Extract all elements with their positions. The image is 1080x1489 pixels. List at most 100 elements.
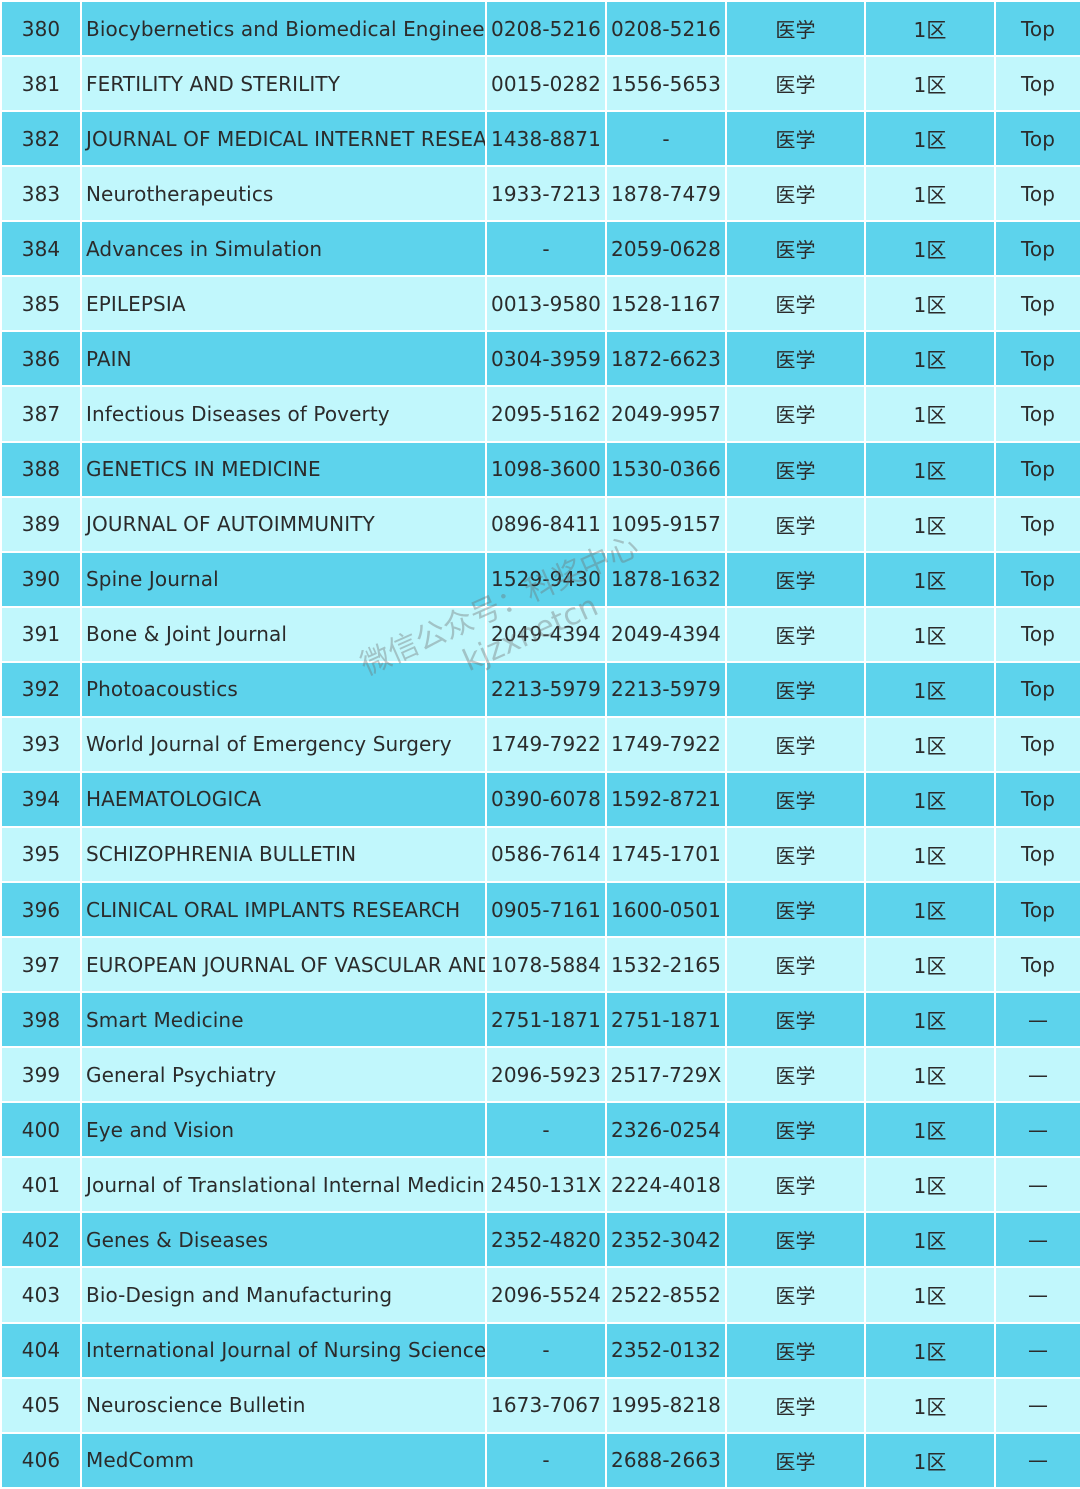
category-cell: 医学 (725, 0, 866, 58)
table-row: 406 MedComm -2688-2663 医学 1区 — (0, 1431, 1080, 1489)
eissn-cell: 1745-1701 (605, 825, 727, 884)
top-flag-cell: Top (994, 110, 1080, 168)
eissn-cell: 1749-7922 (605, 715, 727, 773)
category-cell: 医学 (725, 605, 866, 663)
eissn-cell: 2751-1871 (605, 991, 727, 1049)
issn-cell: 1098-3600 (485, 440, 607, 498)
eissn-cell: 1600-0501 (605, 880, 727, 939)
zone-cell: 1区 (864, 1321, 996, 1379)
issn-cell: 0013-9580 (485, 275, 607, 333)
category-cell: 医学 (725, 880, 866, 939)
table-row: 392 Photoacoustics 2213-5979 2213-5979 医学 1区 T… (0, 660, 1080, 718)
journal-name-cell: CLINICAL ORAL IMPLANTS RESEARCH (80, 880, 487, 939)
row-number-cell: 389 (0, 495, 82, 553)
zone-cell: 1区 (864, 770, 996, 828)
top-flag-cell: Top (994, 385, 1080, 443)
journal-name-cell: General Psychiatry (80, 1046, 487, 1104)
category-cell: 医学 (725, 330, 866, 388)
zone-cell: 1区 (864, 385, 996, 443)
row-number-cell: 406 (0, 1431, 82, 1489)
issn-cell: 2450-131X (485, 1156, 607, 1214)
top-flag-cell: Top (994, 825, 1080, 884)
table-row: 380 Biocybernetics and Biomedical Enginee… (0, 0, 1080, 58)
eissn-cell: 1995-8218 (605, 1376, 727, 1434)
table-row: 394 HAEMATOLOGICA 0390-6078 1592-8721 医学 1区 To… (0, 770, 1080, 828)
eissn-cell: 1878-1632 (605, 550, 727, 608)
category-cell: 医学 (725, 991, 866, 1049)
row-number-cell: 388 (0, 440, 82, 498)
journal-name-cell: Bone & Joint Journal (80, 605, 487, 663)
issn-cell: - (485, 1321, 607, 1379)
row-number-cell: 403 (0, 1266, 82, 1324)
issn-cell: - (485, 1101, 607, 1159)
category-cell: 医学 (725, 825, 866, 884)
table-row: 403 Bio-Design and Manufacturing 2096-5524… (0, 1266, 1080, 1324)
issn-cell: - (485, 220, 607, 278)
top-flag-cell: Top (994, 330, 1080, 388)
table-row: 383 Neurotherapeutics 1933-7213 1878-7479 医学… (0, 165, 1080, 223)
table-row: 381 FERTILITY AND STERILITY 0015-0282 1556-… (0, 55, 1080, 113)
zone-cell: 1区 (864, 660, 996, 718)
journal-name-cell: FERTILITY AND STERILITY (80, 55, 487, 113)
eissn-cell: 2213-5979 (605, 660, 727, 718)
row-number-cell: 397 (0, 936, 82, 994)
top-flag-cell: Top (994, 936, 1080, 994)
top-flag-cell: Top (994, 220, 1080, 278)
zone-cell: 1区 (864, 605, 996, 663)
top-flag-cell: — (994, 991, 1080, 1049)
table-row: 382 JOURNAL OF MEDICAL INTERNET RESEARCH 1… (0, 110, 1080, 168)
table-row: 404 International Journal of Nursing Scie… (0, 1321, 1080, 1379)
top-flag-cell: Top (994, 605, 1080, 663)
eissn-cell: 2352-0132 (605, 1321, 727, 1379)
category-cell: 医学 (725, 110, 866, 168)
journal-name-cell: HAEMATOLOGICA (80, 770, 487, 828)
journal-name-cell: SCHIZOPHRENIA BULLETIN (80, 825, 487, 884)
row-number-cell: 393 (0, 715, 82, 773)
eissn-cell: 2049-4394 (605, 605, 727, 663)
category-cell: 医学 (725, 495, 866, 553)
zone-cell: 1区 (864, 991, 996, 1049)
table-row: 385 EPILEPSIA 0013-9580 1528-1167 医学 1区 Top (0, 275, 1080, 333)
row-number-cell: 402 (0, 1211, 82, 1269)
eissn-cell: 2059-0628 (605, 220, 727, 278)
category-cell: 医学 (725, 385, 866, 443)
category-cell: 医学 (725, 440, 866, 498)
eissn-cell: 1532-2165 (605, 936, 727, 994)
category-cell: 医学 (725, 1266, 866, 1324)
zone-cell: 1区 (864, 1431, 996, 1489)
top-flag-cell: Top (994, 880, 1080, 939)
issn-cell: 1933-7213 (485, 165, 607, 223)
top-flag-cell: — (994, 1431, 1080, 1489)
journal-name-cell: Neuroscience Bulletin (80, 1376, 487, 1434)
journal-name-cell: International Journal of Nursing Science… (80, 1321, 487, 1379)
table-row: 402 Genes & Diseases 2352-4820 2352-3042 医学 1… (0, 1211, 1080, 1269)
zone-cell: 1区 (864, 1156, 996, 1214)
row-number-cell: 381 (0, 55, 82, 113)
journal-name-cell: MedComm (80, 1431, 487, 1489)
issn-cell: 0390-6078 (485, 770, 607, 828)
top-flag-cell: Top (994, 275, 1080, 333)
eissn-cell: 1528-1167 (605, 275, 727, 333)
eissn-cell: 1878-7479 (605, 165, 727, 223)
top-flag-cell: Top (994, 55, 1080, 113)
zone-cell: 1区 (864, 825, 996, 884)
issn-cell: 1673-7067 (485, 1376, 607, 1434)
table-row: 400 Eye and Vision -2326-0254 医学 1区 — (0, 1101, 1080, 1159)
issn-cell: 1749-7922 (485, 715, 607, 773)
row-number-cell: 380 (0, 0, 82, 58)
eissn-cell: 2224-4018 (605, 1156, 727, 1214)
category-cell: 医学 (725, 550, 866, 608)
top-flag-cell: — (994, 1046, 1080, 1104)
top-flag-cell: Top (994, 495, 1080, 553)
journal-name-cell: Spine Journal (80, 550, 487, 608)
table-row: 386 PAIN 0304-3959 1872-6623 医学 1区 Top (0, 330, 1080, 388)
eissn-cell: 1530-0366 (605, 440, 727, 498)
table-row: 405 Neuroscience Bulletin 1673-7067 1995-82… (0, 1376, 1080, 1434)
issn-cell: 0905-7161 (485, 880, 607, 939)
category-cell: 医学 (725, 1431, 866, 1489)
top-flag-cell: Top (994, 440, 1080, 498)
top-flag-cell: Top (994, 165, 1080, 223)
zone-cell: 1区 (864, 0, 996, 58)
